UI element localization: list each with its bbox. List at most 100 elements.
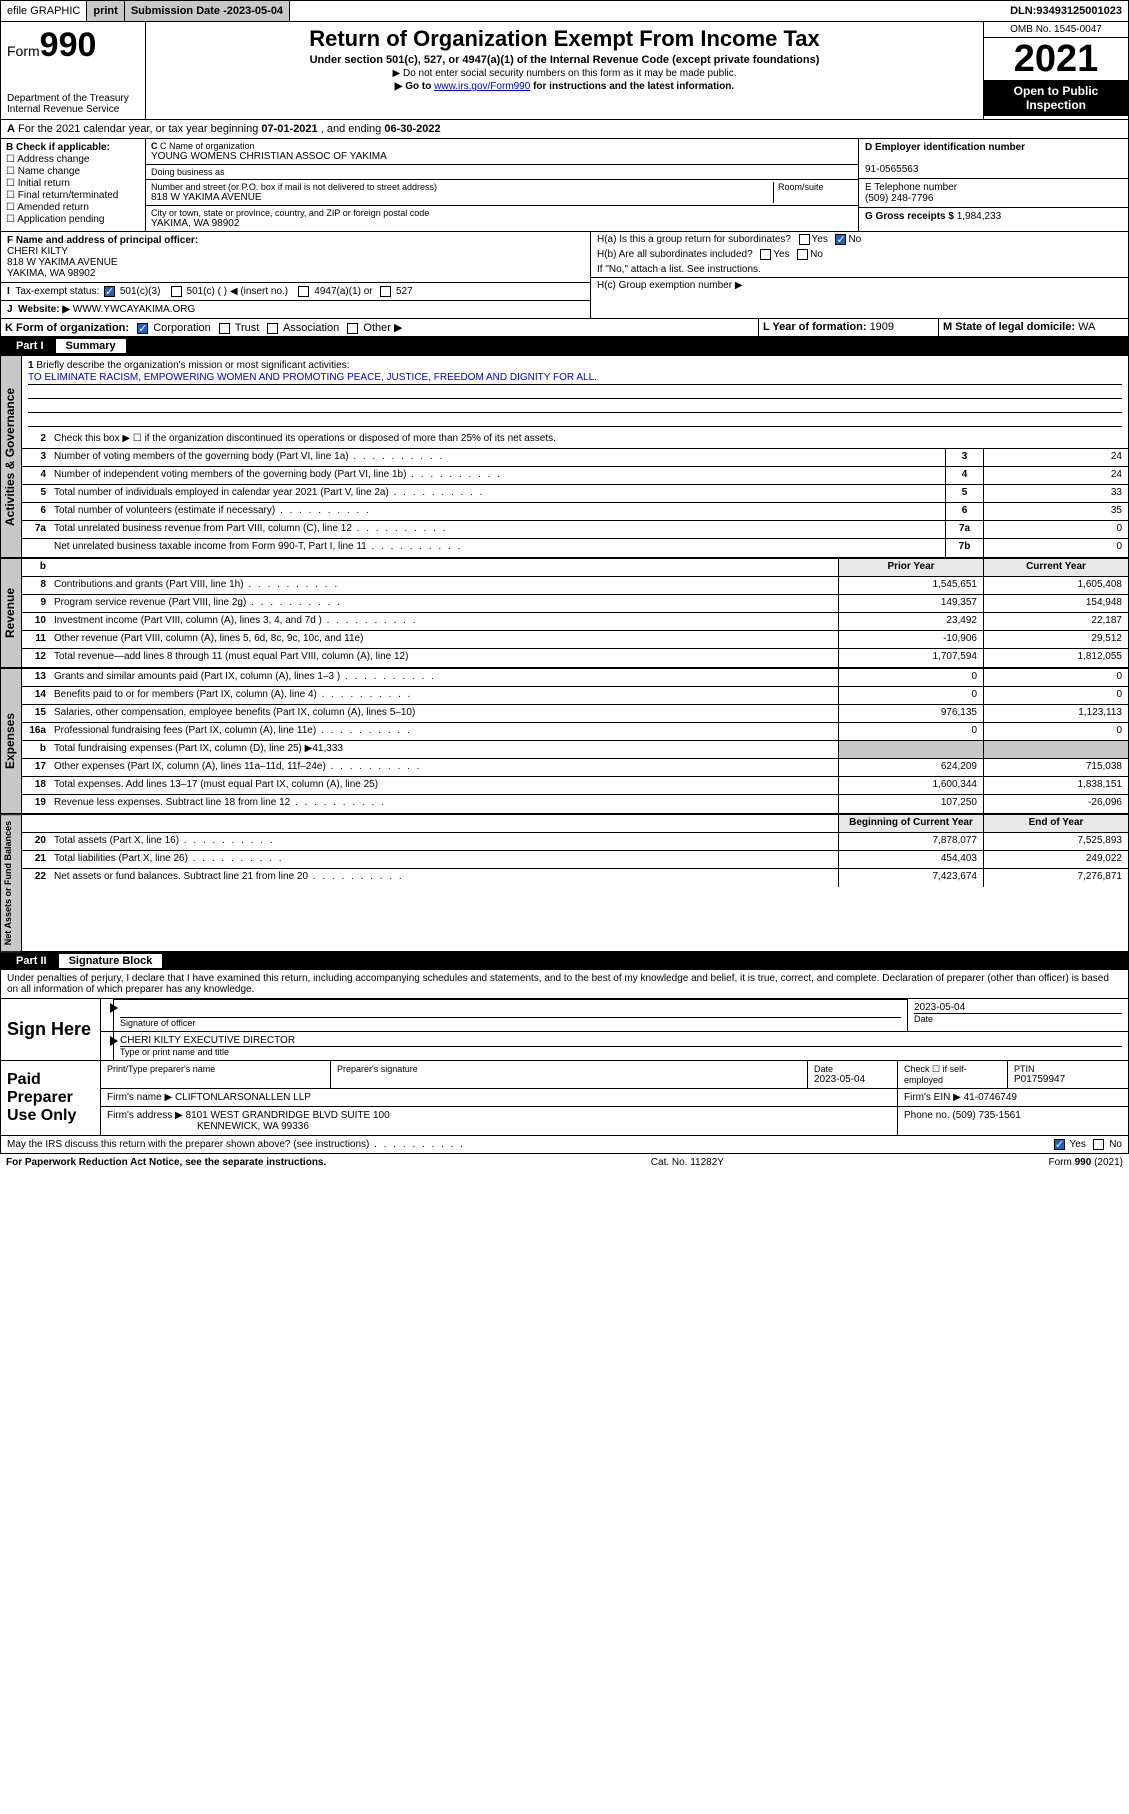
cb-name-change[interactable]: ☐ Name change (6, 166, 140, 177)
cb-trust[interactable] (219, 323, 230, 334)
c19: -26,096 (983, 795, 1128, 813)
line-8: Contributions and grants (Part VIII, lin… (50, 577, 838, 594)
ha-no[interactable] (835, 234, 846, 245)
firm-addr1: 8101 WEST GRANDRIDGE BLVD SUITE 100 (186, 1110, 390, 1121)
link-note: ▶ Go to www.irs.gov/Form990 for instruct… (154, 81, 975, 92)
val-3: 24 (983, 449, 1128, 466)
p14: 0 (838, 687, 983, 704)
activities-governance-section: Activities & Governance 1 Briefly descri… (0, 355, 1129, 558)
phone-label: E Telephone number (865, 182, 957, 193)
cat-number: Cat. No. 11282Y (651, 1157, 724, 1168)
city-label: City or town, state or province, country… (151, 208, 853, 218)
col-c-org: C C Name of organization YOUNG WOMENS CH… (146, 139, 858, 231)
header-mid: Return of Organization Exempt From Incom… (146, 22, 983, 119)
cb-corp[interactable] (137, 323, 148, 334)
line-15: Salaries, other compensation, employee b… (50, 705, 838, 722)
line-16a: Professional fundraising fees (Part IX, … (50, 723, 838, 740)
signature-section: Under penalties of perjury, I declare th… (0, 970, 1129, 1154)
sign-here-label: Sign Here (1, 999, 101, 1060)
b20: 7,878,077 (838, 833, 983, 850)
expenses-section: Expenses 13Grants and similar amounts pa… (0, 668, 1129, 814)
h-b-note: If "No," attach a list. See instructions… (591, 262, 1128, 278)
ein-label: D Employer identification number (865, 142, 1025, 153)
col-b-checkboxes: B Check if applicable: ☐ Address change … (1, 139, 146, 231)
gross-label: G Gross receipts $ (865, 211, 957, 222)
block-b-to-g: B Check if applicable: ☐ Address change … (0, 139, 1129, 232)
line-21: Total liabilities (Part X, line 26) (50, 851, 838, 868)
firm-name: CLIFTONLARSONALLEN LLP (175, 1092, 311, 1103)
form-title: Return of Organization Exempt From Incom… (154, 26, 975, 52)
mission-text: TO ELIMINATE RACISM, EMPOWERING WOMEN AN… (28, 371, 1122, 385)
officer-addr2: YAKIMA, WA 98902 (7, 268, 95, 279)
cb-501c3[interactable] (104, 286, 115, 297)
line-20: Total assets (Part X, line 16) (50, 833, 838, 850)
irs-link[interactable]: www.irs.gov/Form990 (434, 81, 530, 92)
col-prior-year: Prior Year (838, 559, 983, 576)
cb-amended-return[interactable]: ☐ Amended return (6, 202, 140, 213)
org-name-label: C C Name of organization (151, 141, 853, 151)
cb-application-pending[interactable]: ☐ Application pending (6, 214, 140, 225)
line-3: Number of voting members of the governin… (50, 449, 945, 466)
line-22: Net assets or fund balances. Subtract li… (50, 869, 838, 887)
c11: 29,512 (983, 631, 1128, 648)
print-button[interactable]: print (87, 1, 124, 21)
street-address: 818 W YAKIMA AVENUE (151, 192, 773, 203)
cb-527[interactable] (380, 286, 391, 297)
hb-no[interactable] (797, 249, 808, 260)
val-7a: 0 (983, 521, 1128, 538)
cb-final-return[interactable]: ☐ Final return/terminated (6, 190, 140, 201)
p8: 1,545,651 (838, 577, 983, 594)
form-subtitle: Under section 501(c), 527, or 4947(a)(1)… (154, 54, 975, 66)
p13: 0 (838, 669, 983, 686)
website-label: Website: ▶ (18, 304, 70, 315)
ha-yes[interactable] (799, 234, 810, 245)
b21: 454,403 (838, 851, 983, 868)
hb-yes[interactable] (760, 249, 771, 260)
self-employed-check[interactable]: Check ☐ if self-employed (898, 1061, 1008, 1088)
b22: 7,423,674 (838, 869, 983, 887)
net-assets-section: Net Assets or Fund Balances Beginning of… (0, 814, 1129, 952)
cb-address-change[interactable]: ☐ Address change (6, 154, 140, 165)
val-5: 33 (983, 485, 1128, 502)
line-18: Total expenses. Add lines 13–17 (must eq… (50, 777, 838, 794)
ssn-note: ▶ Do not enter social security numbers o… (154, 68, 975, 79)
p9: 149,357 (838, 595, 983, 612)
h-b: H(b) Are all subordinates included? Yes … (591, 247, 1128, 262)
form-header: Form990 Department of the Treasury Inter… (0, 22, 1129, 120)
part2-header: Part II Signature Block (0, 952, 1129, 970)
sig-date: 2023-05-04 (914, 1002, 1122, 1013)
page-footer: For Paperwork Reduction Act Notice, see … (0, 1154, 1129, 1171)
c17: 715,038 (983, 759, 1128, 776)
line-13: Grants and similar amounts paid (Part IX… (50, 669, 838, 686)
e22: 7,276,871 (983, 869, 1128, 887)
header-left: Form990 Department of the Treasury Inter… (1, 22, 146, 119)
discuss-yes[interactable] (1054, 1139, 1065, 1150)
city-state-zip: YAKIMA, WA 98902 (151, 218, 853, 229)
line-a-taxyear: A For the 2021 calendar year, or tax yea… (0, 120, 1129, 139)
c12: 1,812,055 (983, 649, 1128, 667)
line-5: Total number of individuals employed in … (50, 485, 945, 502)
p19: 107,250 (838, 795, 983, 813)
discuss-no[interactable] (1093, 1139, 1104, 1150)
year-formation: 1909 (870, 321, 894, 333)
cb-501c[interactable] (171, 286, 182, 297)
block-f-to-h: F Name and address of principal officer:… (0, 232, 1129, 319)
line-2: Check this box ▶ ☐ if the organization d… (50, 431, 1128, 448)
firm-phone: (509) 735-1561 (952, 1110, 1020, 1121)
cb-other[interactable] (347, 323, 358, 334)
topbar: efile GRAPHIC print Submission Date - 20… (0, 0, 1129, 22)
cb-initial-return[interactable]: ☐ Initial return (6, 178, 140, 189)
officer-name-title: CHERI KILTY EXECUTIVE DIRECTOR (120, 1035, 1122, 1046)
firm-addr2: KENNEWICK, WA 99336 (197, 1121, 309, 1132)
e20: 7,525,893 (983, 833, 1128, 850)
submission-date: Submission Date - 2023-05-04 (125, 1, 290, 21)
tab-net-assets: Net Assets or Fund Balances (0, 814, 22, 952)
line-1-mission: 1 Briefly describe the organization's mi… (22, 356, 1128, 431)
line-11: Other revenue (Part VIII, column (A), li… (50, 631, 838, 648)
cb-assoc[interactable] (267, 323, 278, 334)
cb-4947[interactable] (298, 286, 309, 297)
dba-label: Doing business as (151, 167, 853, 177)
c13: 0 (983, 669, 1128, 686)
part1-header: Part I Summary (0, 337, 1129, 355)
tab-expenses: Expenses (0, 668, 22, 814)
